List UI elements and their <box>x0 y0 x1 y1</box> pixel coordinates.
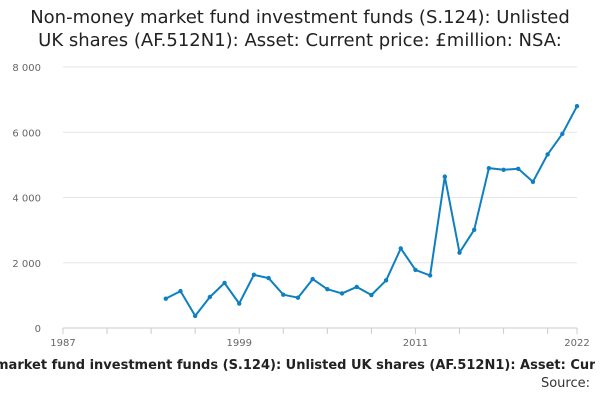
chart-title: Non-money market fund investment funds (… <box>0 6 600 52</box>
data-point-2002[interactable] <box>281 292 286 297</box>
data-point-2004[interactable] <box>310 276 315 282</box>
data-point-1999[interactable] <box>237 301 242 306</box>
data-point-2005[interactable] <box>325 286 330 292</box>
data-point-2016[interactable] <box>486 165 492 171</box>
data-point-2008[interactable] <box>369 292 374 298</box>
y-tick-label-0: 0 <box>35 324 41 335</box>
x-tick-label-2022: 2022 <box>564 338 589 349</box>
data-point-2022[interactable] <box>574 103 580 109</box>
data-point-2020[interactable] <box>545 152 550 157</box>
data-point-2021[interactable] <box>560 131 565 137</box>
data-point-1995[interactable] <box>178 288 183 294</box>
data-point-2019[interactable] <box>530 179 536 185</box>
x-axis: 1987 1999 2011 2022 <box>50 327 590 349</box>
y-tick-label-2000: 2 000 <box>12 259 41 270</box>
data-point-2006[interactable] <box>339 291 345 296</box>
data-point-1997[interactable] <box>207 294 213 300</box>
data-point-2007[interactable] <box>354 284 359 290</box>
data-point-2012[interactable] <box>427 273 433 278</box>
series-line-0 <box>165 105 578 317</box>
data-point-2009[interactable] <box>383 278 389 283</box>
data-point-2014[interactable] <box>457 250 462 255</box>
series-group <box>163 103 580 319</box>
data-point-2000[interactable] <box>251 272 257 278</box>
x-tick-label-1999: 1999 <box>227 338 252 349</box>
data-point-1994[interactable] <box>163 296 168 301</box>
data-point-1998[interactable] <box>222 280 227 286</box>
data-point-2001[interactable] <box>266 275 271 281</box>
data-point-2010[interactable] <box>398 246 403 251</box>
data-point-2018[interactable] <box>516 166 521 171</box>
data-point-2011[interactable] <box>413 267 418 273</box>
data-point-1996[interactable] <box>192 313 198 319</box>
y-axis: 0 2 000 4 000 6 000 8 000 <box>12 63 41 335</box>
y-tick-label-4000: 4 000 <box>12 194 41 205</box>
y-tick-label-8000: 8 000 <box>12 63 41 74</box>
footer-source: Source: <box>540 376 590 391</box>
x-tick-label-2011: 2011 <box>403 338 428 349</box>
data-point-2013[interactable] <box>442 174 448 179</box>
data-point-2017[interactable] <box>501 167 506 172</box>
footer-caption: market fund investment funds (S.124): Un… <box>0 358 595 373</box>
y-tick-label-6000: 6 000 <box>12 128 41 139</box>
chart-title-line1: Non-money market fund investment funds (… <box>30 7 570 28</box>
chart-title-line2: UK shares (AF.512N1): Asset: Current pri… <box>38 30 562 51</box>
data-point-2003[interactable] <box>295 295 301 300</box>
x-tick-label-1987: 1987 <box>50 338 75 349</box>
grid-lines <box>63 66 577 264</box>
data-point-2015[interactable] <box>472 227 477 232</box>
